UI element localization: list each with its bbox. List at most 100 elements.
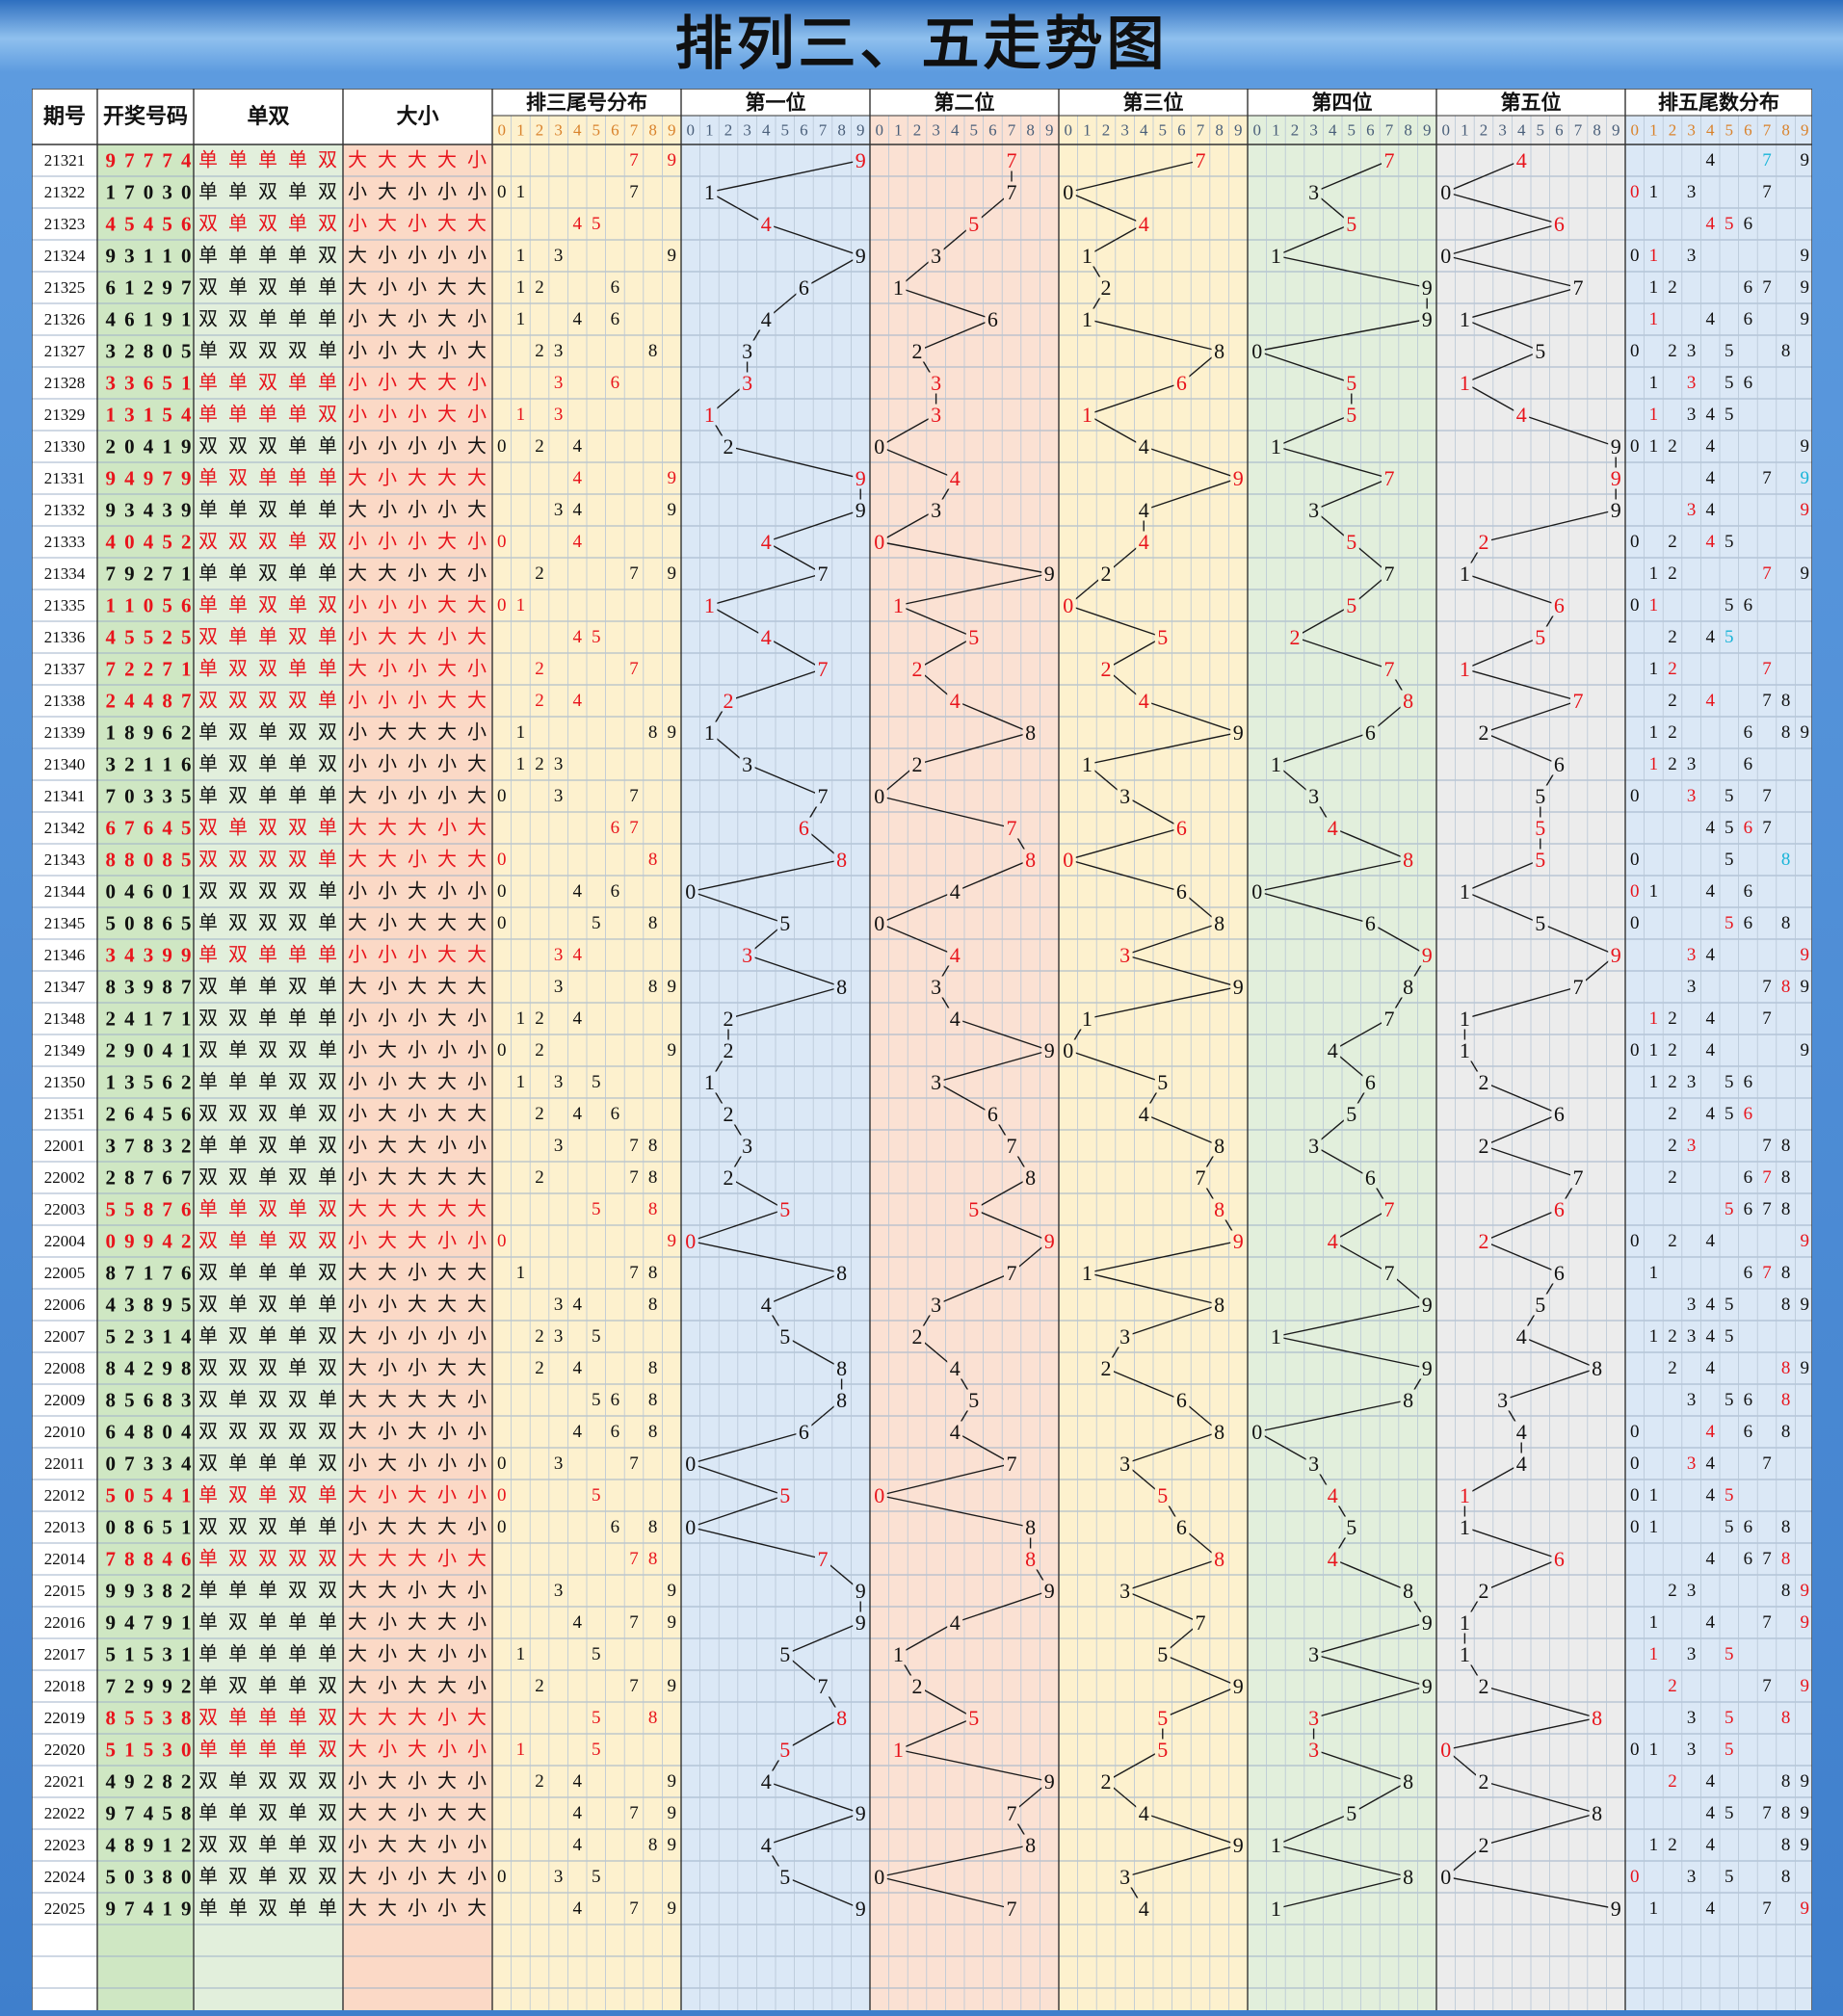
draw-digit: 8 xyxy=(162,1866,172,1889)
trend-segment xyxy=(690,858,842,893)
oddeven-cell: 双 xyxy=(258,1390,277,1411)
period-cell: 22014 xyxy=(44,1550,86,1568)
position-5-digit: 5 xyxy=(1535,339,1545,363)
draw-digit: 4 xyxy=(144,1802,154,1825)
bigsmall-cell: 大 xyxy=(378,1453,397,1475)
bigsmall-cell: 大 xyxy=(437,276,457,299)
bigsmall-cell: 小 xyxy=(378,435,397,458)
oddeven-cell: 单 xyxy=(318,817,337,839)
position-2-digit: 5 xyxy=(968,1197,979,1221)
draw-digit: 5 xyxy=(144,1739,154,1762)
p5-digit: 5 xyxy=(1725,1740,1734,1760)
draw-digit: 9 xyxy=(124,563,135,586)
position-marker-bg xyxy=(1400,1389,1416,1411)
draw-digit: 3 xyxy=(124,1071,135,1094)
position-5-digit: 0 xyxy=(1440,1738,1451,1762)
draw-digit: 0 xyxy=(144,181,154,204)
trend-segment xyxy=(1483,1685,1597,1719)
p3-digit: 1 xyxy=(516,595,526,615)
oddeven-cell: 单 xyxy=(228,1135,248,1157)
header-p3-distribution: 排三尾号分布 xyxy=(526,91,647,115)
oddeven-cell: 单 xyxy=(228,626,248,648)
position-4-digit: 3 xyxy=(1308,784,1319,808)
position-marker-bg xyxy=(1437,245,1454,267)
digit-header: 9 xyxy=(1801,121,1809,140)
p5-digit: 0 xyxy=(1630,1040,1640,1060)
bigsmall-cell: 小 xyxy=(348,1166,367,1189)
oddeven-cell: 单 xyxy=(318,467,337,489)
oddeven-cell: 双 xyxy=(318,1326,337,1348)
position-4-digit: 6 xyxy=(1365,1165,1376,1190)
p3-digit: 2 xyxy=(535,1771,544,1792)
trend-segment xyxy=(954,1589,1050,1624)
draw-digit: 5 xyxy=(106,1325,117,1348)
digit-header: 9 xyxy=(1423,121,1432,140)
position-3-digit: 6 xyxy=(1176,816,1187,840)
draw-digit: 6 xyxy=(181,1103,192,1126)
position-marker-bg xyxy=(815,785,830,807)
p3-digit: 3 xyxy=(554,977,564,997)
trend-segment xyxy=(1483,1558,1560,1592)
oddeven-cell: 双 xyxy=(288,1072,307,1093)
position-3-digit: 1 xyxy=(1082,752,1093,776)
p5-digit: 1 xyxy=(1649,1008,1659,1029)
p5-digit: 5 xyxy=(1725,1104,1734,1124)
position-marker-bg xyxy=(909,753,925,775)
bigsmall-cell: 小 xyxy=(348,1516,367,1538)
bigsmall-cell: 大 xyxy=(408,1675,427,1697)
trend-segment xyxy=(1445,1716,1597,1751)
trend-segment xyxy=(1087,381,1182,416)
oddeven-cell: 双 xyxy=(228,1867,248,1888)
draw-digit: 3 xyxy=(144,1325,154,1348)
draw-digit: 0 xyxy=(181,181,192,204)
p3-digit: 8 xyxy=(648,341,658,361)
position-4-digit: 4 xyxy=(1328,1483,1338,1507)
oddeven-cell: 单 xyxy=(288,658,307,680)
position-marker-bg xyxy=(1117,944,1133,966)
position-2-digit: 9 xyxy=(1044,1579,1055,1603)
position-marker-bg xyxy=(947,467,963,489)
draw-digit: 5 xyxy=(124,1389,135,1412)
p5-digit: 7 xyxy=(1762,1136,1772,1156)
trend-segment xyxy=(1464,668,1579,702)
position-4-digit: 5 xyxy=(1346,371,1356,395)
trend-segment xyxy=(1483,509,1617,543)
position-5-digit: 1 xyxy=(1460,562,1470,586)
bigsmall-cell: 大 xyxy=(348,1484,367,1506)
oddeven-cell: 单 xyxy=(288,276,307,299)
bigsmall-cell: 小 xyxy=(408,1008,427,1030)
bigsmall-cell: 大 xyxy=(408,372,427,394)
position-3-digit: 3 xyxy=(1119,1452,1130,1476)
bigsmall-cell: 大 xyxy=(467,1294,487,1316)
p5-digit: 3 xyxy=(1687,1326,1697,1347)
position-marker-bg xyxy=(1532,817,1548,839)
p3-digit: 3 xyxy=(554,1326,564,1347)
p5-digit: 4 xyxy=(1705,627,1715,647)
trend-segment xyxy=(954,1430,1013,1465)
bigsmall-cell: 大 xyxy=(408,1389,427,1411)
oddeven-cell: 双 xyxy=(288,1485,307,1506)
draw-digit: 7 xyxy=(181,276,192,300)
oddeven-cell: 双 xyxy=(318,1771,337,1793)
p5-digit: 3 xyxy=(1687,1295,1697,1315)
trend-segment xyxy=(1124,922,1220,956)
bigsmall-cell: 大 xyxy=(437,1389,457,1411)
bigsmall-cell: 大 xyxy=(348,1675,367,1697)
position-5-digit: 6 xyxy=(1554,1261,1565,1285)
position-2-digit: 3 xyxy=(931,371,941,395)
position-marker-bg xyxy=(701,594,718,616)
bigsmall-cell: 大 xyxy=(348,1802,367,1824)
trend-segment xyxy=(1087,413,1145,448)
p5-digit: 3 xyxy=(1687,1740,1697,1760)
bigsmall-cell: 小 xyxy=(408,1039,427,1061)
position-marker-bg xyxy=(909,658,925,680)
bigsmall-cell: 大 xyxy=(408,1198,427,1220)
p5-digit: 6 xyxy=(1744,754,1753,774)
bigsmall-cell: 大 xyxy=(348,912,367,934)
p3-digit: 1 xyxy=(516,405,526,425)
oddeven-cell: 双 xyxy=(228,1358,248,1379)
bigsmall-cell: 大 xyxy=(437,1198,457,1220)
trend-segment xyxy=(954,858,1031,893)
draw-digit: 6 xyxy=(144,372,154,395)
trend-segment xyxy=(1256,1430,1314,1465)
